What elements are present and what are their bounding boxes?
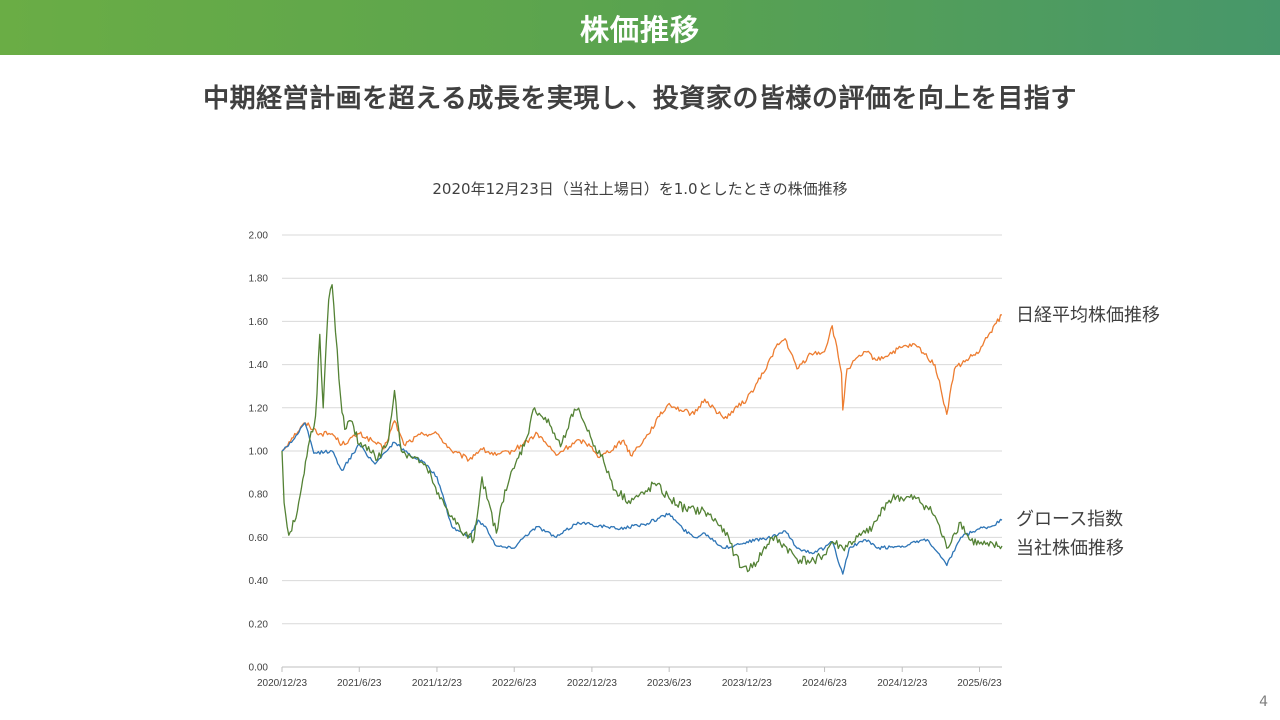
- title-bar: 株価推移: [0, 0, 1280, 55]
- x-tick-label: 2025/6/23: [957, 678, 1002, 689]
- y-tick-label: 1.80: [249, 274, 269, 285]
- slide-subtitle: 中期経営計画を超える成長を実現し、投資家の皆様の評価を向上を目指す: [203, 84, 1077, 114]
- x-tick-label: 2023/6/23: [647, 678, 692, 689]
- y-tick-label: 0.60: [249, 533, 269, 544]
- x-tick-label: 2024/12/23: [877, 678, 927, 689]
- x-tick-label: 2024/6/23: [802, 678, 847, 689]
- page-number: 4: [1259, 694, 1268, 710]
- series-line-growth-index: [281, 422, 1003, 575]
- x-tick-label: 2021/6/23: [337, 678, 382, 689]
- series-line-company-stock: [281, 284, 1003, 573]
- y-tick-label: 1.00: [249, 447, 269, 458]
- x-tick-label: 2021/12/23: [412, 678, 462, 689]
- y-tick-label: 1.40: [249, 360, 269, 371]
- y-tick-label: 1.20: [249, 403, 269, 414]
- series-label-nikkei: 日経平均株価推移: [1016, 305, 1160, 326]
- series-label-growth-index: グロース指数: [1016, 509, 1124, 530]
- y-tick-label: 0.00: [249, 663, 269, 674]
- x-tick-label: 2022/6/23: [492, 678, 537, 689]
- y-tick-label: 1.60: [249, 317, 269, 328]
- x-tick-label: 2020/12/23: [257, 678, 307, 689]
- y-tick-label: 0.20: [249, 619, 269, 630]
- chart-title: 2020年12月23日（当社上場日）を1.0としたときの株価推移: [432, 180, 848, 198]
- y-tick-label: 0.40: [249, 576, 269, 587]
- x-tick-label: 2022/12/23: [567, 678, 617, 689]
- y-tick-label: 2.00: [249, 231, 269, 242]
- series-label-company-stock: 当社株価推移: [1016, 538, 1124, 559]
- x-tick-label: 2023/12/23: [722, 678, 772, 689]
- series-line-nikkei: [281, 314, 1002, 462]
- slide-title: 株価推移: [579, 12, 700, 47]
- y-tick-label: 0.80: [249, 490, 269, 501]
